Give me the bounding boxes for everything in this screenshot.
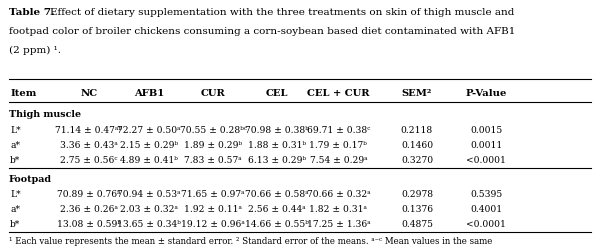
Text: CEL: CEL — [266, 89, 289, 98]
Text: 2.36 ± 0.26ᵃ: 2.36 ± 0.26ᵃ — [60, 205, 118, 213]
Text: Table 7.: Table 7. — [9, 8, 55, 17]
Text: 14.66 ± 0.55ᵇ: 14.66 ± 0.55ᵇ — [245, 220, 309, 229]
Text: Footpad: Footpad — [9, 174, 52, 183]
Text: 70.98 ± 0.38ᵇ: 70.98 ± 0.38ᵇ — [245, 125, 309, 134]
Text: 13.65 ± 0.34ᵇ: 13.65 ± 0.34ᵇ — [117, 220, 181, 229]
Text: 0.5395: 0.5395 — [470, 190, 502, 198]
Text: 71.14 ± 0.47ᵃᵇ: 71.14 ± 0.47ᵃᵇ — [55, 125, 122, 134]
Text: 2.75 ± 0.56ᶜ: 2.75 ± 0.56ᶜ — [60, 155, 118, 164]
Text: SEM²: SEM² — [402, 89, 432, 98]
Text: 70.89 ± 0.76ᵃ: 70.89 ± 0.76ᵃ — [57, 190, 121, 198]
Text: 70.94 ± 0.53ᵃ: 70.94 ± 0.53ᵃ — [117, 190, 181, 198]
Text: a*: a* — [10, 205, 20, 213]
Text: L*: L* — [10, 190, 21, 198]
Text: CUR: CUR — [200, 89, 226, 98]
Text: ¹ Each value represents the mean ± standard error. ² Standard error of the means: ¹ Each value represents the mean ± stand… — [9, 236, 493, 245]
Text: Item: Item — [10, 89, 37, 98]
Text: 7.83 ± 0.57ᵃ: 7.83 ± 0.57ᵃ — [184, 155, 242, 164]
Text: 69.71 ± 0.38ᶜ: 69.71 ± 0.38ᶜ — [307, 125, 370, 134]
Text: CEL + CUR: CEL + CUR — [307, 89, 370, 98]
Text: 0.0015: 0.0015 — [470, 125, 502, 134]
Text: 2.56 ± 0.44ᵃ: 2.56 ± 0.44ᵃ — [248, 205, 306, 213]
Text: a*: a* — [10, 140, 20, 149]
Text: Thigh muscle: Thigh muscle — [9, 110, 81, 119]
Text: <0.0001: <0.0001 — [466, 220, 506, 229]
Text: 2.03 ± 0.32ᵃ: 2.03 ± 0.32ᵃ — [120, 205, 178, 213]
Text: 1.89 ± 0.29ᵇ: 1.89 ± 0.29ᵇ — [184, 140, 242, 149]
Text: 13.08 ± 0.59ᵇ: 13.08 ± 0.59ᵇ — [57, 220, 121, 229]
Text: 70.55 ± 0.28ᵇᶜ: 70.55 ± 0.28ᵇᶜ — [179, 125, 247, 134]
Text: 19.12 ± 0.96ᵃ: 19.12 ± 0.96ᵃ — [181, 220, 245, 229]
Text: 0.2118: 0.2118 — [401, 125, 433, 134]
Text: 1.79 ± 0.17ᵇ: 1.79 ± 0.17ᵇ — [310, 140, 367, 149]
Text: <0.0001: <0.0001 — [466, 155, 506, 164]
Text: 0.1460: 0.1460 — [401, 140, 433, 149]
Text: 3.36 ± 0.43ᵃ: 3.36 ± 0.43ᵃ — [60, 140, 118, 149]
Text: 71.65 ± 0.97ᵃ: 71.65 ± 0.97ᵃ — [181, 190, 245, 198]
Text: 70.66 ± 0.32ᵃ: 70.66 ± 0.32ᵃ — [307, 190, 370, 198]
Text: 17.25 ± 1.36ᵃ: 17.25 ± 1.36ᵃ — [307, 220, 370, 229]
Text: Effect of dietary supplementation with the three treatments on skin of thigh mus: Effect of dietary supplementation with t… — [50, 8, 514, 17]
Text: 0.4001: 0.4001 — [470, 205, 502, 213]
Text: 2.15 ± 0.29ᵇ: 2.15 ± 0.29ᵇ — [120, 140, 178, 149]
Text: 72.27 ± 0.50ᵃ: 72.27 ± 0.50ᵃ — [117, 125, 181, 134]
Text: 0.0011: 0.0011 — [470, 140, 502, 149]
Text: 0.2978: 0.2978 — [401, 190, 433, 198]
Text: b*: b* — [10, 220, 20, 229]
Text: L*: L* — [10, 125, 21, 134]
Text: P-Value: P-Value — [466, 89, 506, 98]
Text: 0.1376: 0.1376 — [401, 205, 433, 213]
Text: 0.3270: 0.3270 — [401, 155, 433, 164]
Text: 70.66 ± 0.58ᵃ: 70.66 ± 0.58ᵃ — [245, 190, 309, 198]
Text: 0.4875: 0.4875 — [401, 220, 433, 229]
Text: footpad color of broiler chickens consuming a corn-soybean based diet contaminat: footpad color of broiler chickens consum… — [9, 26, 515, 36]
Text: b*: b* — [10, 155, 20, 164]
Text: NC: NC — [80, 89, 97, 98]
Text: 1.92 ± 0.11ᵃ: 1.92 ± 0.11ᵃ — [184, 205, 242, 213]
Text: 1.82 ± 0.31ᵃ: 1.82 ± 0.31ᵃ — [310, 205, 367, 213]
Text: 4.89 ± 0.41ᵇ: 4.89 ± 0.41ᵇ — [120, 155, 178, 164]
Text: (2 ppm) ¹.: (2 ppm) ¹. — [9, 45, 61, 54]
Text: 7.54 ± 0.29ᵃ: 7.54 ± 0.29ᵃ — [310, 155, 367, 164]
Text: 6.13 ± 0.29ᵇ: 6.13 ± 0.29ᵇ — [248, 155, 306, 164]
Text: 1.88 ± 0.31ᵇ: 1.88 ± 0.31ᵇ — [248, 140, 306, 149]
Text: AFB1: AFB1 — [134, 89, 164, 98]
